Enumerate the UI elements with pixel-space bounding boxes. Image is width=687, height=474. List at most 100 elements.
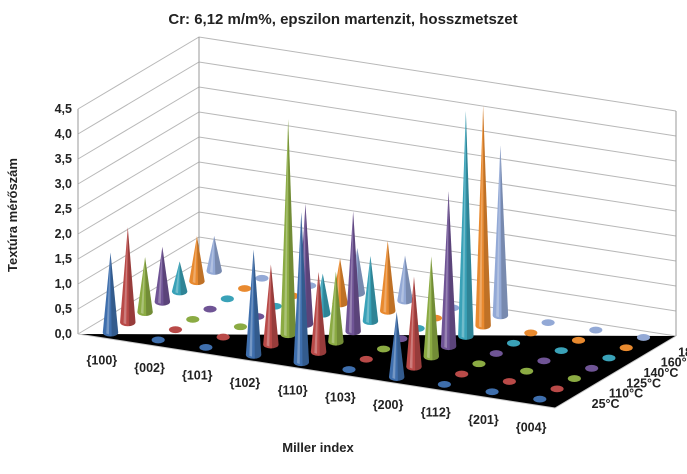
cone-base-mark [589, 326, 603, 334]
cone-highlight [106, 252, 111, 335]
cone-highlight [297, 212, 302, 365]
cone-mark [458, 110, 474, 340]
cone-base-mark [533, 395, 547, 403]
series-tick-label: 160°C [661, 356, 687, 370]
cone-highlight [366, 256, 371, 324]
x-tick-label: {201} [468, 413, 499, 427]
series-group [154, 191, 599, 372]
series-tick-label: 25°C [592, 397, 620, 411]
x-tick-label: {100} [87, 354, 118, 368]
series-group [137, 119, 581, 382]
gridline [77, 136, 677, 212]
floor-edge [77, 333, 677, 409]
y-tick-label: 2,5 [55, 202, 72, 216]
cone-mark [102, 252, 119, 337]
cone-shade [301, 212, 310, 367]
cone-highlight [175, 261, 180, 294]
cone-marks-layer [102, 105, 651, 403]
chart-title: Cr: 6,12 m/m%, epszilon martenzit, hossz… [168, 11, 517, 28]
cone-shade [305, 203, 314, 328]
cone-highlight [409, 276, 414, 369]
cone-highlight [209, 235, 215, 273]
cone-mark [345, 211, 361, 336]
cone-base-mark [216, 333, 230, 341]
cone-shade [253, 249, 262, 359]
y-tick-label: 0,5 [55, 302, 72, 316]
x-tick-labels: {100} {002} {101} {102} {110} {103} {200} {112}… [87, 354, 547, 435]
cone-highlight [314, 271, 319, 354]
cone-shade [340, 258, 348, 308]
cone-shade [318, 271, 327, 356]
gridline [77, 86, 677, 162]
x-tick-label: {200} [373, 398, 404, 412]
x-tick-label: {102} [230, 376, 261, 390]
cone-highlight [192, 236, 197, 284]
cone-base-mark [238, 285, 252, 292]
cone-highlight [348, 211, 354, 334]
cone-mark [293, 212, 310, 367]
cone-base-mark [636, 334, 651, 341]
y-tick-label: 0,0 [55, 327, 72, 341]
cone-shade [322, 273, 331, 318]
cone-mark [388, 311, 405, 381]
x-tick-label: {101} [182, 369, 213, 383]
cone-shade [110, 252, 119, 337]
cone-base-mark [554, 347, 568, 355]
series-group [171, 110, 616, 362]
y-tick-label: 4,5 [55, 102, 72, 116]
cone-base-mark [472, 360, 486, 368]
cone-mark [206, 235, 222, 275]
y-tick-label: 4,0 [55, 127, 72, 141]
x-tick-label: {112} [421, 406, 451, 420]
cone-highlight [461, 110, 466, 338]
cone-highlight [478, 105, 484, 328]
cone-base-mark [437, 380, 451, 388]
cone-base-mark [585, 364, 599, 372]
cone-shade [387, 240, 396, 315]
cone-highlight [444, 191, 449, 349]
floor-layer [77, 333, 677, 409]
cone-base-mark [571, 336, 586, 344]
cone-highlight [123, 227, 128, 325]
cone-base-mark [255, 274, 269, 282]
cone-base-mark [489, 350, 503, 357]
series-group [102, 212, 547, 403]
gridline [77, 36, 677, 112]
cone-mark [440, 191, 457, 351]
cone-base-mark [602, 354, 616, 362]
cone-shade [353, 211, 361, 336]
cone-shade [413, 276, 422, 371]
cone-mark [171, 261, 188, 296]
gridline [77, 61, 677, 137]
y-tick-label: 1,5 [55, 252, 72, 266]
cone-mark [280, 119, 296, 339]
y-tick-label: 1,0 [55, 277, 72, 291]
cone-highlight [140, 256, 146, 314]
cone-base-mark [567, 375, 581, 382]
cone-highlight [331, 271, 336, 344]
cone-shade [500, 145, 509, 320]
gridline [77, 211, 677, 287]
x-axis-title: Miller index [282, 440, 354, 455]
cone-base-mark [520, 367, 534, 375]
cone-mark [406, 276, 422, 371]
gridline [77, 111, 677, 187]
cone-highlight [266, 264, 271, 347]
cone-base-mark [550, 385, 564, 393]
cone-base-mark [524, 329, 538, 337]
cone-base-mark [485, 388, 499, 396]
cone-mark [362, 256, 379, 326]
cone-mark [245, 249, 262, 359]
cone-shade [145, 256, 153, 316]
cone-base-mark [376, 345, 391, 353]
y-tick-label: 3,5 [55, 152, 72, 166]
cone-base-mark [506, 339, 521, 347]
cone-highlight [249, 249, 254, 357]
y-tick-labels: 0,0 0,5 1,0 1,5 2,0 2,5 3,0 3,5 4,0 4,5 [55, 102, 72, 341]
cone-shade [127, 227, 136, 327]
series-tick-label: 125°C [626, 376, 661, 390]
cone-shade [335, 271, 344, 346]
cone-shade [370, 256, 379, 326]
